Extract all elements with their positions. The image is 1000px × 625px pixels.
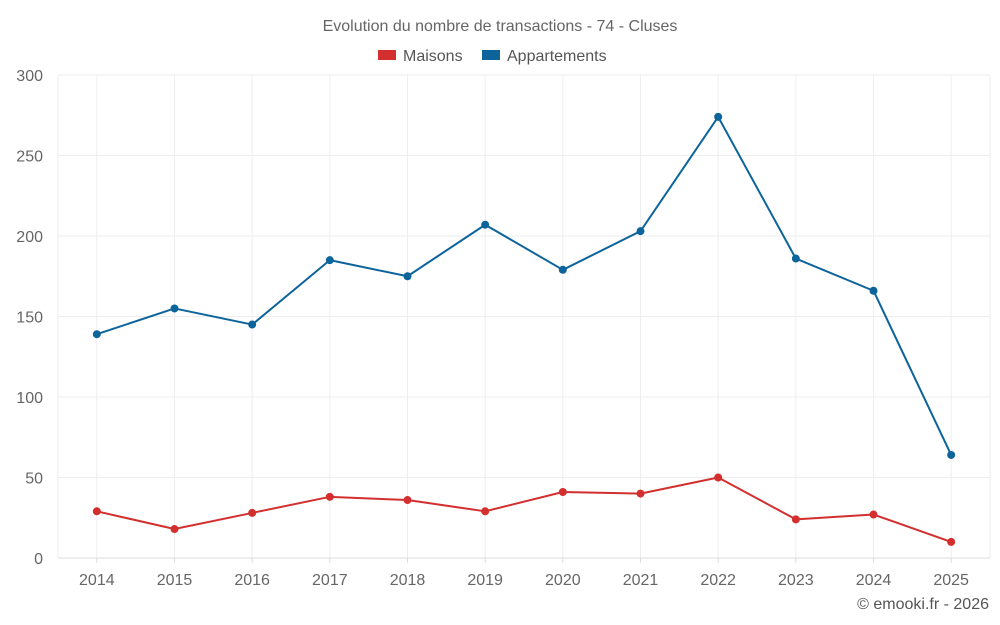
data-point-maisons: Maisons 2021: 40 (636, 489, 645, 498)
y-tick-label: 50 (25, 471, 43, 488)
chart-title: Evolution du nombre de transactions - 74… (323, 18, 678, 35)
data-point-appartements: Appartements 2019: 207 (481, 220, 490, 229)
x-tick-label: 2017 (312, 572, 348, 589)
data-point-maisons: Maisons 2025: 10 (947, 537, 956, 546)
x-tick-label: 2023 (778, 572, 814, 589)
x-tick-label: 2015 (157, 572, 193, 589)
data-point-maisons: Maisons 2016: 28 (248, 508, 257, 517)
x-tick-label: 2016 (234, 572, 270, 589)
series-line-maisons (96, 476, 952, 543)
x-tick-label: 2021 (623, 572, 659, 589)
x-axis: 2014 2015 2016 2017 2018 2019 2020 2021 2022 2023… (58, 557, 990, 589)
data-point-maisons: Maisons 2015: 18 (170, 525, 179, 534)
y-tick-label: 300 (16, 68, 43, 85)
data-point-appartements: Appartements 2024: 166 (869, 286, 878, 295)
data-point-appartements: Appartements 2015: 155 (170, 304, 179, 313)
data-point-maisons: Maisons 2022: 50 (714, 473, 723, 482)
data-point-appartements: Appartements 2016: 145 (248, 320, 257, 329)
data-point-appartements: Appartements 2014: 139 (92, 330, 101, 339)
y-tick-label: 0 (34, 551, 43, 568)
x-tick-label: 2018 (390, 572, 426, 589)
data-point-maisons: Maisons 2014: 29 (92, 507, 101, 516)
x-tick-label: 2025 (933, 572, 969, 589)
data-point-maisons: Maisons 2018: 36 (403, 496, 412, 505)
y-tick-label: 250 (16, 149, 43, 166)
data-point-appartements: Appartements 2021: 203 (636, 227, 645, 236)
legend-swatch-maisons (378, 50, 396, 60)
legend: Maisons Appartements (378, 48, 607, 65)
y-tick-label: 200 (16, 229, 43, 246)
data-point-appartements: Appartements 2025: 64 (947, 450, 956, 459)
data-point-appartements: Appartements 2017: 185 (325, 256, 334, 265)
data-point-appartements: Appartements 2022: 274 (714, 112, 723, 121)
x-tick-label: 2019 (467, 572, 503, 589)
series-layer: Maisons 2014: 29 Maisons 2015: 18 Maisons … (92, 112, 956, 546)
x-tick-label: 2024 (856, 572, 892, 589)
gridlines (57, 74, 991, 558)
data-point-appartements: Appartements 2020: 179 (558, 265, 567, 274)
data-point-maisons: Maisons 2024: 27 (869, 510, 878, 519)
legend-swatch-appartements (482, 50, 500, 60)
data-point-maisons: Maisons 2017: 38 (325, 492, 334, 501)
data-point-maisons: Maisons 2019: 29 (481, 507, 490, 516)
series-line-appartements (96, 115, 953, 456)
legend-label-appartements: Appartements (507, 48, 607, 65)
y-tick-label: 100 (16, 390, 43, 407)
data-point-appartements: Appartements 2018: 175 (403, 272, 412, 281)
x-tick-label: 2022 (700, 572, 736, 589)
data-point-maisons: Maisons 2023: 24 (791, 515, 800, 524)
credit-text: © emooki.fr - 2026 (857, 596, 989, 613)
data-point-maisons: Maisons 2020: 41 (558, 487, 567, 496)
data-point-appartements: Appartements 2023: 186 (791, 254, 800, 263)
x-tick-label: 2014 (79, 572, 115, 589)
x-tick-label: 2020 (545, 572, 581, 589)
y-tick-label: 150 (16, 310, 43, 327)
y-axis: 0 50 100 150 200 250 300 (16, 68, 43, 568)
legend-label-maisons: Maisons (403, 48, 463, 65)
